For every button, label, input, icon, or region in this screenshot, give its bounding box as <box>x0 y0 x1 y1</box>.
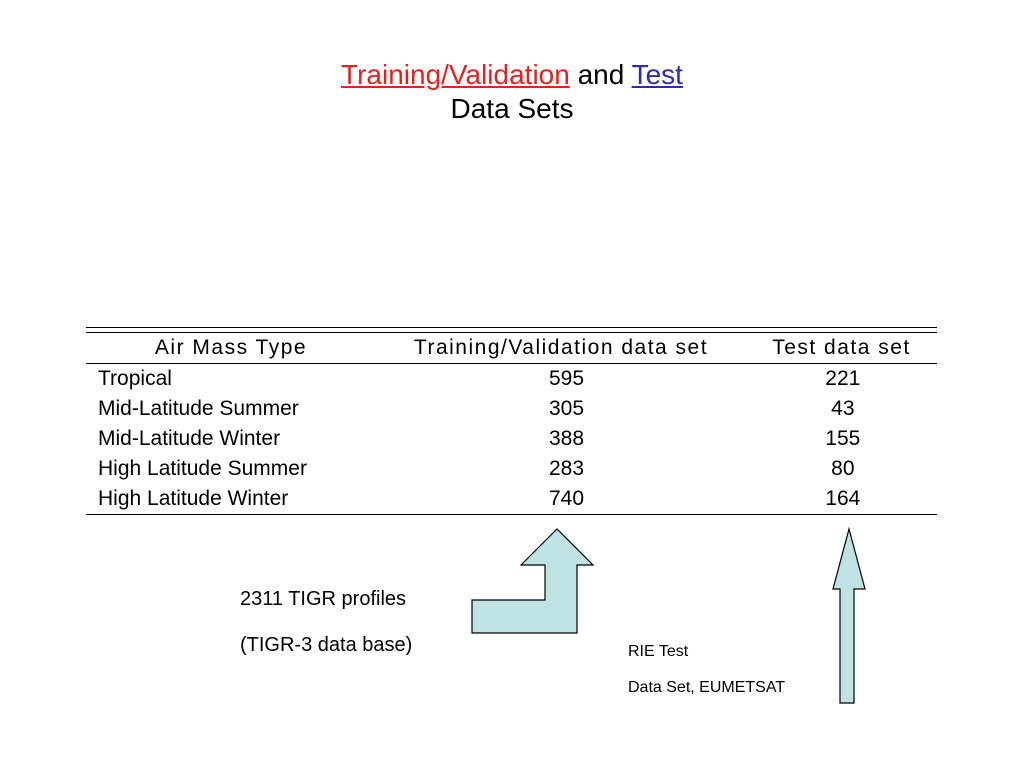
title-line-2: Data Sets <box>450 93 574 124</box>
table-bottom-rule <box>86 514 937 515</box>
table-top-rule-2 <box>86 332 937 333</box>
row-label: High Latitude Summer <box>98 457 307 480</box>
table-row: Mid-Latitude Summer 305 43 <box>86 394 937 424</box>
row-label: Mid-Latitude Winter <box>98 427 281 450</box>
slide-title: Training/Validation and Test Data Sets <box>0 58 1024 126</box>
up-arrow-icon <box>832 526 866 704</box>
table-row: Tropical 595 221 <box>86 364 937 394</box>
table-row: Mid-Latitude Winter 388 155 <box>86 424 937 454</box>
bent-arrow-icon <box>471 528 595 634</box>
title-and: and <box>577 59 625 90</box>
title-line-1: Training/Validation and Test <box>0 58 1024 92</box>
row-training-value: 305 <box>549 397 585 420</box>
header-test-data-set: Test data set <box>772 336 911 359</box>
tigr-profiles-note: 2311 TIGR profiles <box>240 588 407 610</box>
tigr-database-note: (TIGR-3 data base) <box>240 634 413 656</box>
row-test-value: 164 <box>825 487 861 510</box>
row-training-value: 283 <box>549 457 585 480</box>
table-header-rule <box>86 363 937 364</box>
table-top-rule <box>86 327 937 328</box>
row-label: High Latitude Winter <box>98 487 289 510</box>
row-test-value: 80 <box>831 457 855 480</box>
table-row: High Latitude Summer 283 80 <box>86 454 937 484</box>
table-row: High Latitude Winter 740 164 <box>86 484 937 514</box>
title-test: Test <box>631 59 683 90</box>
rie-dataset-note: Data Set, EUMETSAT <box>628 679 786 696</box>
row-test-value: 155 <box>825 427 861 450</box>
header-air-mass-type: Air Mass Type <box>154 336 308 359</box>
row-training-value: 740 <box>549 487 585 510</box>
row-test-value: 221 <box>825 367 861 390</box>
table-header-row: Air Mass Type Training/Validation data s… <box>86 333 937 363</box>
row-test-value: 43 <box>831 397 855 420</box>
title-training-validation: Training/Validation <box>341 59 570 90</box>
row-label: Tropical <box>98 367 172 390</box>
row-label: Mid-Latitude Summer <box>98 397 299 420</box>
row-training-value: 595 <box>549 367 585 390</box>
data-sets-table: Air Mass Type Training/Validation data s… <box>86 327 937 515</box>
row-training-value: 388 <box>549 427 585 450</box>
header-training-validation: Training/Validation data set <box>413 336 709 359</box>
rie-test-note: RIE Test <box>628 643 689 660</box>
